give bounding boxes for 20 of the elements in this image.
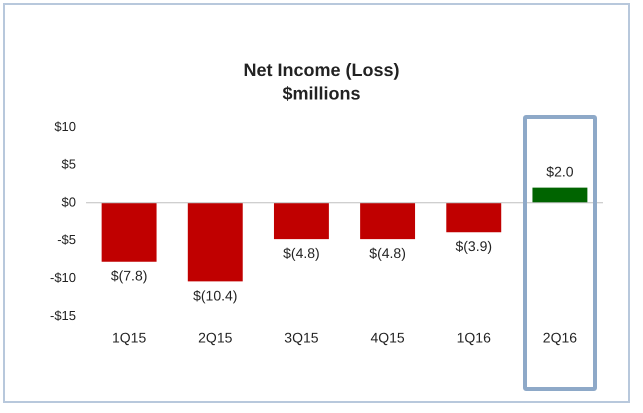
y-tick-label: -$5 xyxy=(57,232,76,248)
x-tick-label: 2Q15 xyxy=(198,329,233,346)
x-tick-label: 1Q16 xyxy=(456,329,492,346)
y-tick-label: $10 xyxy=(54,118,76,134)
x-tick-label: 4Q15 xyxy=(370,329,405,346)
y-tick-label: -$15 xyxy=(50,308,76,323)
y-tick-label: $0 xyxy=(62,194,76,210)
x-tick-label: 3Q15 xyxy=(284,329,319,346)
data-label: $(7.8) xyxy=(110,268,148,284)
data-label: $(4.8) xyxy=(283,244,320,261)
data-label: $(4.8) xyxy=(369,244,406,261)
y-tick-label: $5 xyxy=(62,156,76,172)
data-label: $(3.9) xyxy=(455,238,492,254)
data-label: $2.0 xyxy=(546,164,574,180)
x-tick-label: 1Q15 xyxy=(112,329,146,346)
data-label: $(10.4) xyxy=(193,287,238,304)
chart-title: Net Income (Loss) xyxy=(243,60,400,80)
y-tick-label: -$10 xyxy=(50,270,76,285)
chart-subtitle: $millions xyxy=(282,83,361,104)
x-tick-label: 2Q16 xyxy=(542,329,578,346)
